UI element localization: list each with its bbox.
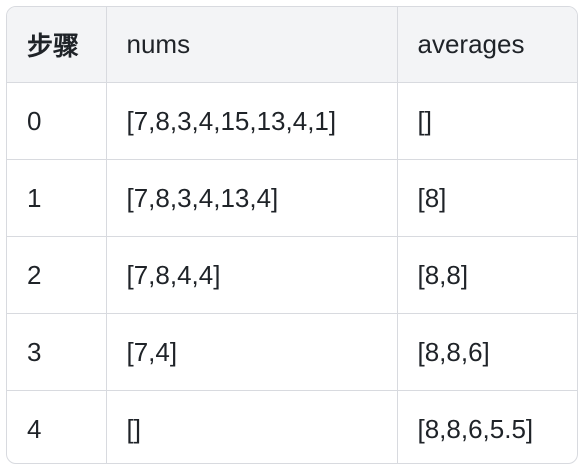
header-row: 步骤 nums averages [7, 7, 577, 83]
header-averages: averages [397, 7, 577, 83]
cell-nums: [7,8,4,4] [106, 236, 398, 314]
cell-step: 2 [7, 236, 107, 314]
cell-step: 3 [7, 313, 107, 391]
cell-step: 4 [7, 390, 107, 463]
steps-table-container: 步骤 nums averages 0 [7,8,3,4,15,13,4,1] [… [6, 6, 578, 464]
cell-nums: [7,8,3,4,15,13,4,1] [106, 82, 398, 160]
cell-averages: [8,8] [397, 236, 577, 314]
cell-step: 1 [7, 159, 107, 237]
cell-averages: [8,8,6] [397, 313, 577, 391]
table-header: 步骤 nums averages [7, 7, 577, 83]
cell-averages: [8] [397, 159, 577, 237]
table-row: 3 [7,4] [8,8,6] [7, 313, 577, 391]
header-nums: nums [106, 7, 398, 83]
table-row: 2 [7,8,4,4] [8,8] [7, 236, 577, 314]
cell-step: 0 [7, 82, 107, 160]
header-step: 步骤 [7, 7, 107, 83]
steps-table: 步骤 nums averages 0 [7,8,3,4,15,13,4,1] [… [7, 7, 577, 463]
cell-nums: [7,4] [106, 313, 398, 391]
cell-averages: [] [397, 82, 577, 160]
table-row: 1 [7,8,3,4,13,4] [8] [7, 159, 577, 237]
table-row: 4 [] [8,8,6,5.5] [7, 390, 577, 463]
table-body: 0 [7,8,3,4,15,13,4,1] [] 1 [7,8,3,4,13,4… [7, 82, 577, 463]
table-row: 0 [7,8,3,4,15,13,4,1] [] [7, 82, 577, 160]
cell-nums: [7,8,3,4,13,4] [106, 159, 398, 237]
cell-averages: [8,8,6,5.5] [417, 413, 534, 444]
cell-nums: [] [106, 390, 398, 463]
